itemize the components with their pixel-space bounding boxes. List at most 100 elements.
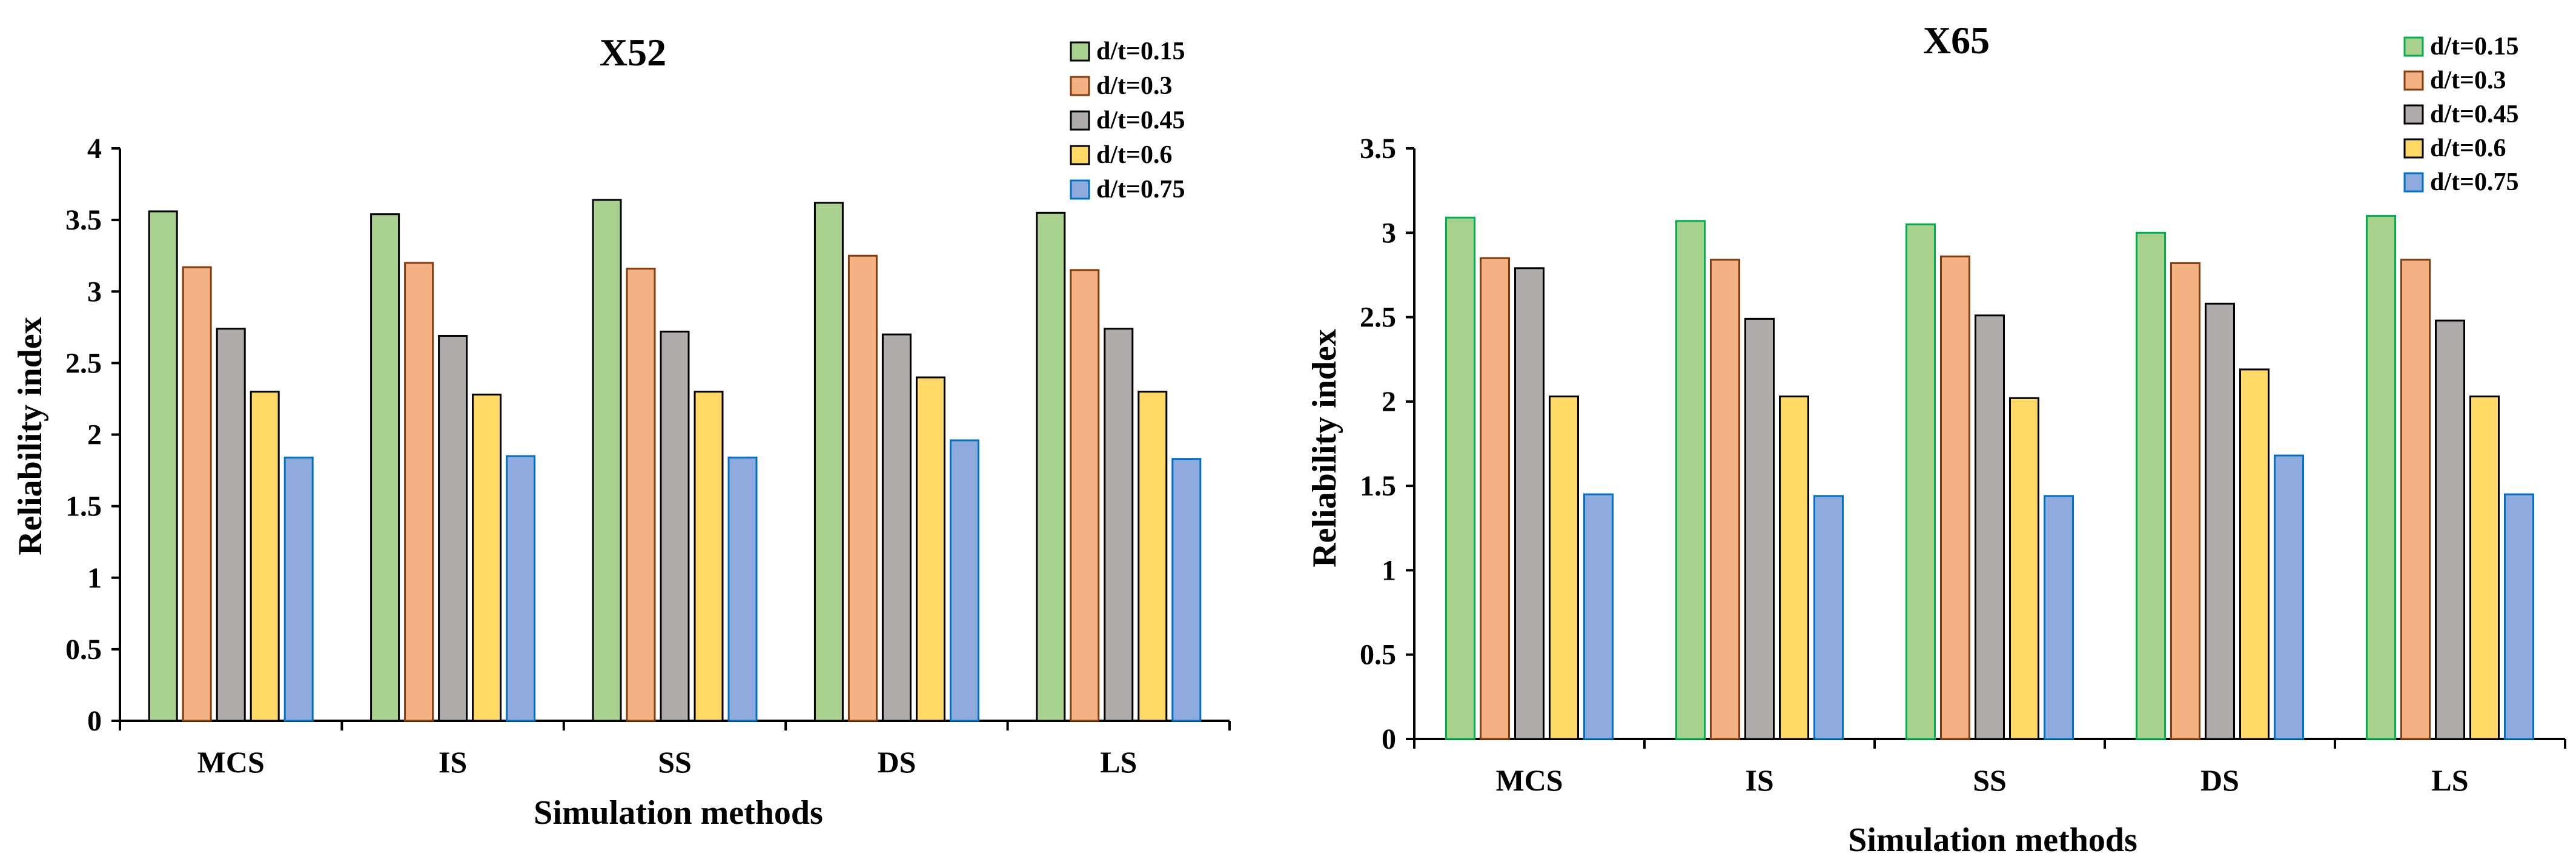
legend-label: d/t=0.75 [2430, 168, 2518, 196]
y-tick-label: 0.5 [65, 634, 102, 666]
x-tick-label: SS [658, 745, 692, 779]
x-tick-label: IS [1745, 763, 1773, 797]
bar [404, 262, 434, 722]
bar [182, 266, 212, 722]
bar [915, 376, 945, 722]
bar [1036, 211, 1066, 722]
bar [472, 393, 502, 722]
bar [2400, 259, 2431, 740]
bar [216, 328, 246, 722]
legend-label: d/t=0.15 [1096, 38, 1185, 65]
bar [1675, 220, 1706, 740]
bar [250, 391, 280, 722]
y-tick-label: 1 [87, 562, 102, 594]
legend-swatch [2403, 138, 2424, 159]
bar [660, 330, 690, 722]
legend-swatch [2403, 172, 2424, 193]
bar [438, 334, 468, 722]
y-tick-label: 0 [1382, 723, 1396, 755]
bar [283, 456, 314, 722]
plot-area: 0 0.5 1 1.5 2 2.5 3 3.5 4 MCS IS SS DS LS [65, 133, 1231, 779]
legend: d/t=0.15 d/t=0.3 d/t=0.45 d/t=0.6 d/t=0.75 [2403, 33, 2518, 196]
bar [2136, 231, 2166, 740]
bar [2274, 454, 2304, 740]
legend-swatch [1070, 76, 1090, 96]
x-tick-label: DS [2200, 763, 2239, 797]
bar [148, 210, 178, 722]
y-tick-label: 1.5 [1360, 470, 1396, 502]
bar [1583, 493, 1614, 740]
bar [1137, 391, 1168, 722]
legend-label: d/t=0.15 [2430, 33, 2518, 61]
bar [2435, 319, 2465, 740]
bar [1744, 317, 1775, 740]
bar [370, 213, 400, 722]
legend-label: d/t=0.3 [1096, 72, 1172, 100]
chart-title: X52 [600, 31, 666, 74]
y-tick-label: 3 [87, 276, 102, 308]
y-tick-label: 2.5 [1360, 302, 1396, 334]
y-tick-label: 2 [1382, 386, 1396, 418]
bar [2366, 214, 2396, 740]
x-tick-label: MCS [197, 745, 265, 779]
x-axis-label: Simulation methods [534, 794, 823, 832]
chart-x65: X65 Simulation methods Reliability index… [1306, 19, 2566, 859]
y-tick-label: 0.5 [1360, 639, 1396, 671]
bar [1710, 259, 1740, 740]
bar [2009, 397, 2039, 740]
bar [813, 202, 844, 722]
bar [1549, 396, 1579, 740]
bar [1070, 269, 1100, 722]
chart-x52: X52 Simulation methods Reliability index… [12, 31, 1231, 832]
y-tick-label: 0 [87, 705, 102, 737]
bar [2205, 302, 2235, 740]
bar [1480, 257, 1510, 740]
legend-swatch [2403, 104, 2424, 125]
bar [694, 391, 724, 722]
x-axis-label: Simulation methods [1848, 821, 2137, 859]
y-tick-label: 3 [1382, 217, 1396, 249]
y-tick-label: 3.5 [65, 204, 102, 236]
legend-label: d/t=0.75 [1096, 176, 1185, 204]
x-tick-label: LS [2431, 763, 2468, 797]
bar [626, 267, 656, 722]
legend-label: d/t=0.45 [1096, 107, 1185, 134]
y-tick-label: 4 [87, 133, 102, 165]
bar [1906, 223, 1936, 740]
bar [847, 254, 878, 722]
bar [506, 455, 536, 722]
y-axis-label: Reliability index [12, 317, 49, 555]
legend-label: d/t=0.45 [2430, 101, 2518, 128]
bar [2504, 493, 2534, 740]
legend-swatch [2403, 70, 2424, 91]
y-tick-label: 2.5 [65, 347, 102, 379]
bar [592, 199, 622, 722]
x-tick-label: IS [439, 745, 467, 779]
legend: d/t=0.15 d/t=0.3 d/t=0.45 d/t=0.6 d/t=0.75 [1070, 38, 1185, 204]
bar [1975, 314, 2005, 740]
bar [1514, 267, 1545, 740]
y-tick-label: 1.5 [65, 491, 102, 523]
legend-label: d/t=0.6 [2430, 134, 2506, 162]
bar [1104, 328, 1134, 722]
y-axis-label: Reliability index [1306, 329, 1343, 568]
legend-label: d/t=0.6 [1096, 141, 1172, 169]
chart-title: X65 [1923, 19, 1990, 62]
x-tick-label: LS [1100, 745, 1137, 779]
bar [727, 456, 758, 722]
bar [2044, 495, 2074, 740]
y-tick-label: 1 [1382, 554, 1396, 586]
bar [2170, 262, 2200, 740]
bar [1171, 458, 1202, 722]
y-tick-label: 3.5 [1360, 133, 1396, 165]
legend-swatch [1070, 41, 1090, 62]
x-tick-label: SS [1973, 763, 2007, 797]
legend-label: d/t=0.3 [2430, 67, 2506, 94]
bar [1779, 396, 1809, 740]
bar [1445, 216, 1475, 740]
legend-swatch [2403, 36, 2424, 57]
bar [2469, 396, 2500, 740]
legend-swatch [1070, 110, 1090, 131]
x-tick-label: MCS [1495, 763, 1563, 797]
bar [2239, 368, 2270, 740]
